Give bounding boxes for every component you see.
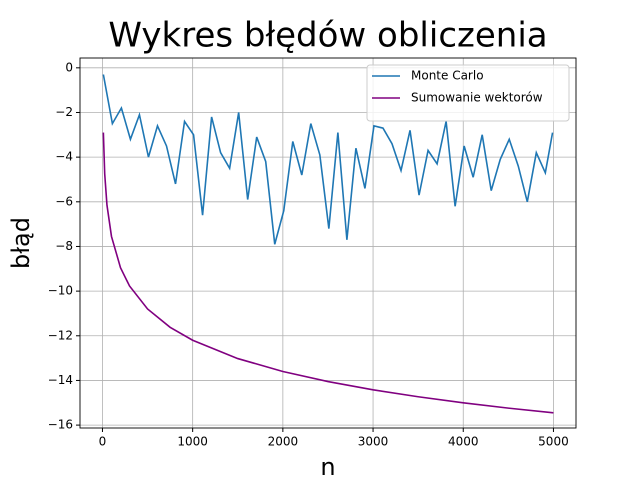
y-tick-label: −8	[55, 239, 73, 253]
x-tick-label: 4000	[448, 435, 479, 449]
y-tick-label: −10	[48, 284, 73, 298]
y-axis-label: błąd	[7, 217, 35, 269]
x-tick-label: 3000	[358, 435, 389, 449]
legend-box	[366, 64, 570, 122]
x-tick-label: 5000	[538, 435, 569, 449]
y-tick-label: −6	[55, 194, 73, 208]
series-line	[102, 74, 554, 245]
x-tick-label: 2000	[268, 435, 299, 449]
legend-label: Sumowanie wektorów	[411, 91, 543, 105]
y-tick-label: −12	[48, 328, 73, 342]
chart-title: Wykres błędów obliczenia	[108, 16, 547, 56]
x-tick-label: 1000	[177, 435, 208, 449]
y-tick-label: −16	[48, 418, 73, 432]
x-tick-label: 0	[99, 435, 107, 449]
x-axis-label: n	[320, 453, 335, 480]
axes-frame	[79, 57, 577, 429]
series-line	[102, 132, 554, 414]
y-tick-label: −14	[48, 373, 73, 387]
y-tick-label: −4	[55, 150, 73, 164]
y-tick-label: 0	[65, 60, 73, 74]
legend-label: Monte Carlo	[411, 69, 484, 83]
y-tick-label: −2	[55, 105, 73, 119]
